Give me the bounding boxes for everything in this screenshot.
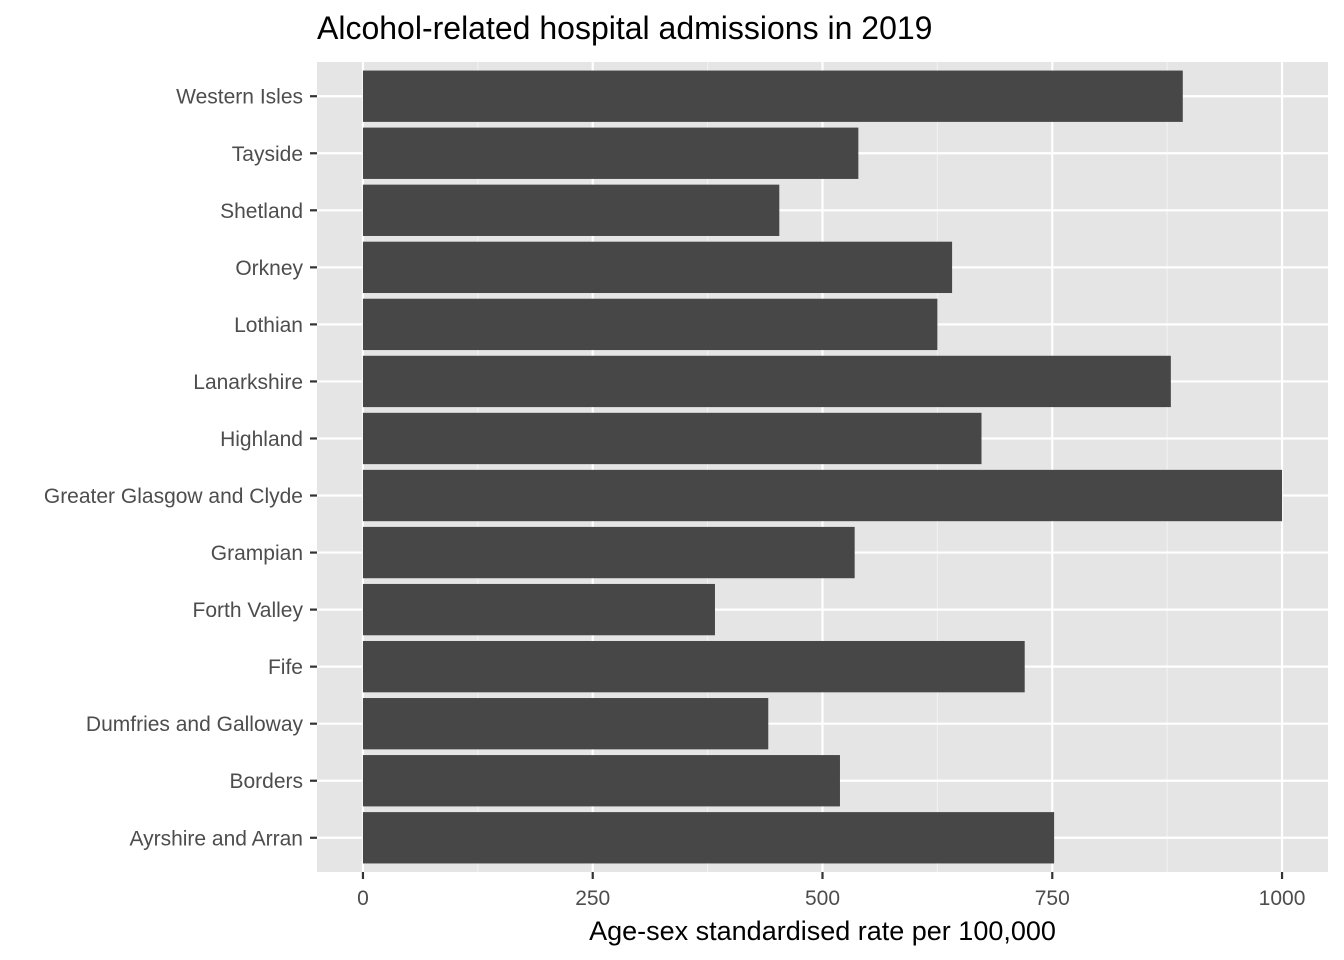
bar bbox=[362, 583, 715, 636]
x-tick-label: 250 bbox=[575, 887, 610, 910]
chart-title: Alcohol-related hospital admissions in 2… bbox=[317, 10, 932, 46]
y-tick-label: Fife bbox=[268, 656, 303, 679]
y-tick-label: Dumfries and Galloway bbox=[86, 713, 304, 736]
x-tick-label: 750 bbox=[1035, 887, 1070, 910]
bars bbox=[362, 70, 1283, 864]
bar bbox=[362, 70, 1183, 122]
bar bbox=[362, 355, 1171, 408]
x-tick-label: 1000 bbox=[1259, 887, 1306, 910]
y-tick-label: Highland bbox=[220, 428, 303, 451]
bar bbox=[362, 298, 938, 351]
bar bbox=[362, 640, 1025, 693]
y-tick-label: Shetland bbox=[220, 200, 303, 223]
bar bbox=[362, 127, 859, 179]
y-axis: Ayrshire and Arran Borders Dumfries and Ga… bbox=[44, 86, 317, 850]
y-tick-label: Greater Glasgow and Clyde bbox=[44, 485, 303, 508]
bar bbox=[362, 241, 953, 294]
y-tick-label: Lanarkshire bbox=[193, 371, 303, 394]
bar bbox=[362, 184, 780, 236]
y-tick-label: Ayrshire and Arran bbox=[129, 827, 303, 850]
bar bbox=[362, 698, 769, 750]
bar bbox=[362, 412, 982, 465]
x-axis-label: Age-sex standardised rate per 100,000 bbox=[589, 916, 1056, 946]
x-tick-label: 500 bbox=[805, 887, 840, 910]
bar bbox=[362, 526, 855, 579]
y-tick-label: Lothian bbox=[234, 314, 303, 337]
y-tick-label: Forth Valley bbox=[193, 599, 304, 622]
y-tick-label: Western Isles bbox=[176, 86, 303, 109]
bar bbox=[362, 469, 1283, 522]
y-tick-label: Borders bbox=[229, 770, 303, 793]
y-tick-label: Grampian bbox=[211, 542, 303, 565]
y-tick-label: Orkney bbox=[235, 257, 303, 280]
x-tick-label: 0 bbox=[357, 887, 369, 910]
y-tick-label: Tayside bbox=[232, 143, 303, 166]
bar bbox=[362, 812, 1055, 864]
bar bbox=[362, 755, 840, 807]
x-axis: 0 250 500 750 1000 bbox=[357, 872, 1305, 910]
